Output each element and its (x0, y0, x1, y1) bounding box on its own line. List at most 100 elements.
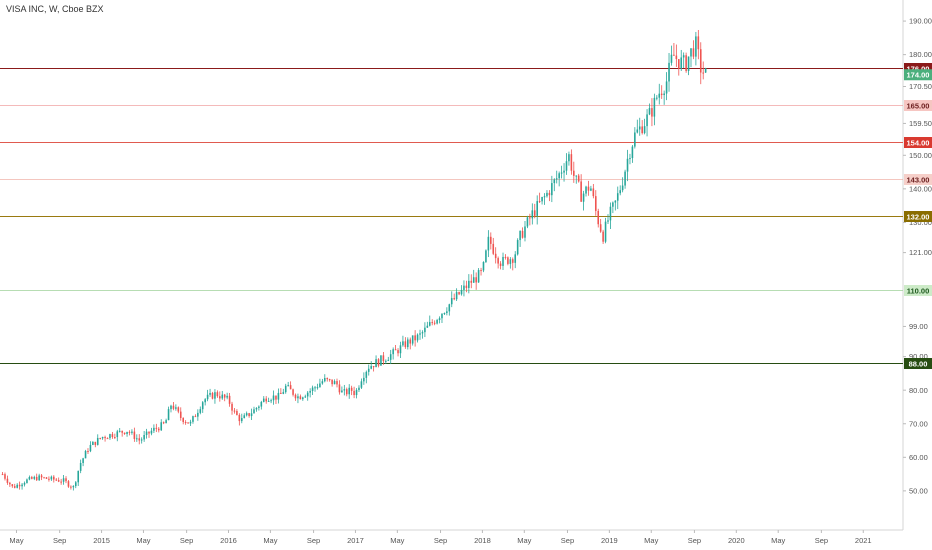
candle-body (497, 258, 499, 264)
candle-body (453, 298, 455, 300)
candle-body (616, 193, 619, 201)
candle-body (460, 289, 463, 295)
candle-body (643, 126, 646, 134)
candle-body (92, 441, 94, 445)
candle-body (421, 332, 424, 334)
y-tick-label: 150.00 (909, 151, 932, 160)
candle-body (533, 210, 536, 216)
candle-body (45, 477, 48, 479)
candle-body (343, 389, 346, 391)
candle-body (631, 146, 634, 159)
candle-body (133, 431, 136, 439)
candle-body (219, 396, 221, 399)
candle-body (167, 409, 170, 421)
candle-body (470, 280, 473, 283)
level-badge-label: 165.00 (907, 101, 930, 110)
candle-body (397, 350, 399, 354)
candle-body (380, 355, 382, 366)
candle-body (302, 397, 304, 400)
candle-body (18, 484, 21, 487)
candle-body (690, 48, 692, 57)
candle-body (321, 381, 324, 384)
candle-body (541, 197, 543, 202)
candle-body (165, 420, 167, 424)
candle-body (367, 368, 370, 372)
level-badge (904, 211, 932, 222)
candle-body (514, 254, 517, 263)
candle-body (490, 236, 492, 244)
x-tick-label: Sep (307, 536, 320, 545)
candle-body (236, 411, 238, 416)
level-badge-label: 88.00 (909, 359, 928, 368)
candle-body (492, 243, 495, 254)
candle-body (438, 318, 441, 321)
x-tick-label: May (517, 536, 531, 545)
candle-body (182, 417, 184, 423)
candle-body (62, 478, 65, 482)
level-badge-label: 110.00 (907, 286, 930, 295)
candle-body (636, 129, 639, 133)
candle-body (206, 394, 209, 400)
candle-body (675, 55, 678, 60)
candle-body (509, 259, 512, 264)
x-tick-label: May (771, 536, 785, 545)
candle-body (111, 434, 114, 438)
candle-body (48, 478, 50, 480)
candle-body (245, 413, 248, 416)
candle-body (294, 394, 297, 399)
candle-body (594, 196, 597, 211)
candle-body (11, 484, 14, 487)
candle-body (33, 476, 36, 479)
candle-body (94, 441, 97, 445)
candle-body (223, 394, 226, 398)
candle-body (433, 322, 436, 324)
candle-body (160, 422, 163, 431)
candle-body (280, 392, 282, 394)
candle-body (99, 437, 101, 439)
candle-body (72, 486, 75, 488)
candle-body (214, 392, 216, 399)
candle-body (253, 409, 255, 414)
candle-body (240, 418, 243, 422)
candle-body (243, 415, 246, 419)
candle-body (551, 183, 553, 196)
candle-body (284, 385, 287, 393)
candle-body (590, 188, 592, 191)
candle-body (267, 400, 270, 402)
candle-body (651, 108, 653, 117)
candle-body (531, 210, 534, 219)
candle-body (170, 405, 172, 410)
candle-body (126, 431, 128, 435)
candle-body (389, 354, 392, 360)
x-tick-label: May (9, 536, 23, 545)
candle-body (194, 416, 197, 418)
candle-body (355, 389, 358, 396)
candle-body (480, 270, 482, 272)
candle-body (104, 436, 106, 439)
candle-body (482, 262, 485, 271)
candle-body (472, 277, 475, 283)
candle-body (187, 422, 189, 424)
candle-body (74, 482, 77, 487)
candle-body (157, 428, 160, 431)
y-tick-label: 99.00 (909, 322, 928, 331)
candle-body (387, 359, 390, 361)
candle-body (331, 379, 333, 385)
candle-body (316, 387, 319, 389)
candle-body (50, 476, 53, 480)
candle-body (399, 345, 402, 354)
candle-body (153, 427, 155, 431)
x-tick-label: Sep (434, 536, 447, 545)
candle-body (377, 359, 380, 366)
candle-body (323, 378, 326, 382)
candle-body (370, 366, 372, 369)
candle-body (55, 479, 58, 481)
candle-body (199, 409, 202, 413)
candle-body (53, 476, 55, 480)
candle-body (602, 231, 604, 242)
candle-body (221, 394, 224, 399)
candle-body (468, 280, 470, 288)
candle-body (13, 486, 16, 488)
candle-body (143, 435, 145, 440)
